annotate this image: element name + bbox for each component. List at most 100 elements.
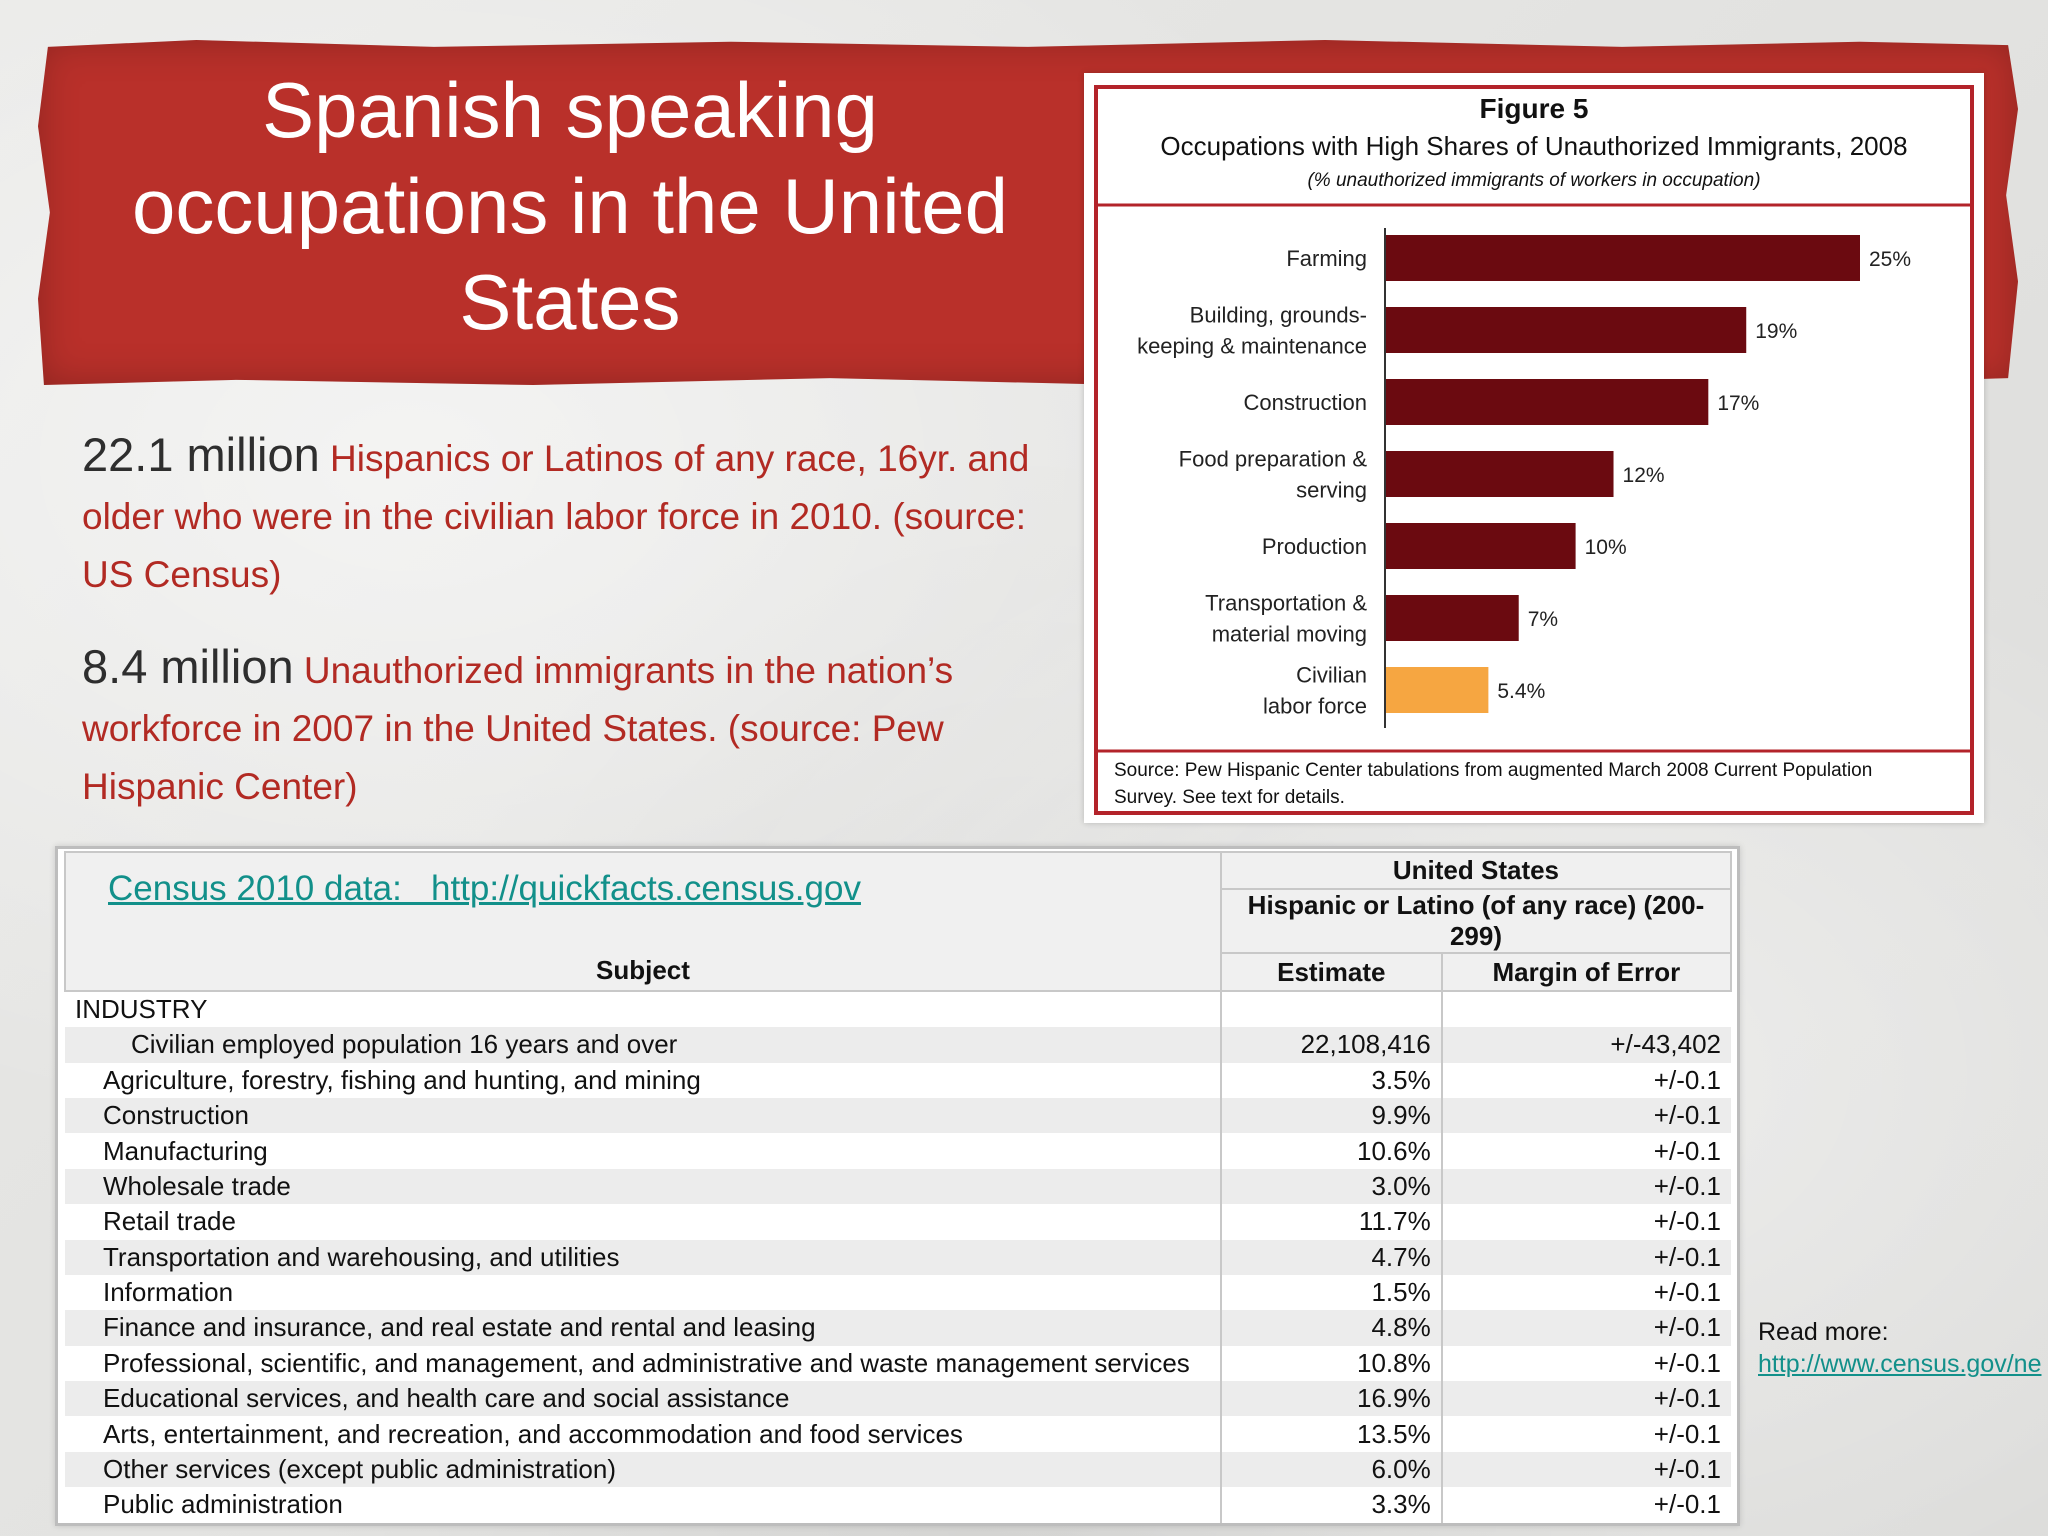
row-subject: Finance and insurance, and real estate a… xyxy=(65,1310,1221,1346)
category-label: Civilian xyxy=(1296,663,1367,688)
stat-value: 22.1 million xyxy=(82,428,320,481)
header-hispanic-group: Hispanic or Latino (of any race) (200-29… xyxy=(1219,888,1733,955)
row-subject: Wholesale trade xyxy=(65,1168,1221,1205)
row-subject: Other services (except public administra… xyxy=(65,1451,1221,1488)
row-subject: Civilian employed population 16 years an… xyxy=(65,1027,1221,1063)
section-label-industry: INDUSTRY xyxy=(65,990,1221,1028)
figure-label: Figure 5 xyxy=(1480,93,1589,124)
census-table-panel: Subject United States Hispanic or Latino… xyxy=(55,846,1740,1526)
row-margin-of-error: +/-43,402 xyxy=(1440,1027,1731,1063)
table-row: Educational services, and health care an… xyxy=(65,1381,1731,1417)
row-estimate: 4.7% xyxy=(1219,1239,1442,1275)
row-estimate: 10.8% xyxy=(1219,1345,1442,1382)
bar-value-label: 12% xyxy=(1623,464,1665,487)
table-row-section: INDUSTRY xyxy=(65,990,1731,1028)
row-margin-of-error: +/-0.1 xyxy=(1440,1097,1731,1134)
figure-5-chart: Figure 5 Occupations with High Shares of… xyxy=(1084,73,1984,823)
bar-value-label: 10% xyxy=(1585,536,1627,559)
category-label: Food preparation & xyxy=(1179,447,1368,472)
slide-title: Spanish speaking occupations in the Unit… xyxy=(132,66,1008,346)
bar-value-label: 17% xyxy=(1717,392,1759,415)
column-header-subject: Subject xyxy=(596,954,690,985)
row-margin-of-error: +/-0.1 xyxy=(1440,1451,1731,1488)
table-row: Finance and insurance, and real estate a… xyxy=(65,1310,1731,1346)
category-label: Construction xyxy=(1243,390,1367,415)
column-header-margin-of-error: Margin of Error xyxy=(1440,952,1733,992)
read-more-block: Read more: http://www.census.gov/ne xyxy=(1758,1316,2041,1380)
column-header-estimate: Estimate xyxy=(1219,952,1443,992)
figure-border xyxy=(1094,85,1974,815)
row-estimate: 3.5% xyxy=(1219,1062,1442,1098)
table-row: Retail trade 11.7% +/-0.1 xyxy=(65,1204,1731,1240)
census-quickfacts-link[interactable]: Census 2010 data: http://quickfacts.cens… xyxy=(108,869,861,908)
figure-subtitle: (% unauthorized immigrants of workers in… xyxy=(1307,170,1760,191)
bars-group: 25% Farming 19% Building, grounds-keeping &… xyxy=(1137,235,1911,719)
bar xyxy=(1386,307,1747,353)
row-estimate: 22,108,416 xyxy=(1219,1027,1442,1063)
row-estimate: 11.7% xyxy=(1219,1204,1442,1240)
row-subject: Agriculture, forestry, fishing and hunti… xyxy=(65,1062,1221,1098)
table-row: Professional, scientific, and management… xyxy=(65,1345,1731,1382)
row-subject: Professional, scientific, and management… xyxy=(65,1345,1221,1382)
bar xyxy=(1386,235,1860,281)
row-estimate: 9.9% xyxy=(1219,1097,1442,1134)
bar xyxy=(1386,379,1709,425)
census-table: Subject United States Hispanic or Latino… xyxy=(64,850,1733,1523)
row-subject: Arts, entertainment, and recreation, and… xyxy=(65,1416,1221,1452)
bar xyxy=(1386,451,1614,497)
row-margin-of-error: +/-0.1 xyxy=(1440,1168,1731,1205)
row-margin-of-error: +/-0.1 xyxy=(1440,1416,1731,1452)
table-row: Transportation and warehousing, and util… xyxy=(65,1239,1731,1275)
row-subject: Public administration xyxy=(65,1487,1221,1523)
row-margin-of-error: +/-0.1 xyxy=(1440,1204,1731,1240)
table-row: Construction 9.9% +/-0.1 xyxy=(65,1097,1731,1134)
row-margin-of-error: +/-0.1 xyxy=(1440,1310,1731,1346)
row-estimate: 13.5% xyxy=(1219,1416,1442,1452)
table-row: Agriculture, forestry, fishing and hunti… xyxy=(65,1062,1731,1098)
row-subject: Manufacturing xyxy=(65,1133,1221,1169)
figure-source-line-2: Survey. See text for details. xyxy=(1114,787,1345,808)
read-more-label: Read more: xyxy=(1758,1318,1889,1346)
table-row: Manufacturing 10.6% +/-0.1 xyxy=(65,1133,1731,1169)
category-label: keeping & maintenance xyxy=(1137,334,1367,359)
row-margin-of-error: +/-0.1 xyxy=(1440,1345,1731,1382)
stat-unauthorized-immigrants: 8.4 million Unauthorized immigrants in t… xyxy=(82,638,1082,816)
row-subject: Construction xyxy=(65,1097,1221,1134)
row-subject: Information xyxy=(65,1274,1221,1311)
census-table-body: INDUSTRY Civilian employed population 16… xyxy=(65,990,1731,1523)
row-margin-of-error: +/-0.1 xyxy=(1440,1239,1731,1275)
header-united-states: United States xyxy=(1219,850,1733,891)
row-margin-of-error: +/-0.1 xyxy=(1440,1062,1731,1098)
category-label: labor force xyxy=(1263,694,1367,719)
category-label: Production xyxy=(1262,534,1367,559)
bar-value-label: 7% xyxy=(1528,608,1558,631)
figure-svg: Figure 5 Occupations with High Shares of… xyxy=(1094,85,1974,815)
row-estimate: 1.5% xyxy=(1219,1274,1442,1311)
category-label: serving xyxy=(1296,478,1367,503)
read-more-link[interactable]: http://www.census.gov/ne xyxy=(1758,1350,2042,1378)
empty-cell xyxy=(1440,990,1731,1028)
row-subject: Educational services, and health care an… xyxy=(65,1381,1221,1417)
stat-text: Hispanics or Latinos of any race, 16yr. … xyxy=(82,438,1030,595)
empty-cell xyxy=(1219,990,1442,1028)
row-margin-of-error: +/-0.1 xyxy=(1440,1274,1731,1311)
bar-value-label: 25% xyxy=(1869,248,1911,271)
table-row: Wholesale trade 3.0% +/-0.1 xyxy=(65,1168,1731,1205)
row-estimate: 16.9% xyxy=(1219,1381,1442,1417)
stat-hispanic-labor-force: 22.1 million Hispanics or Latinos of any… xyxy=(82,426,1082,604)
bar xyxy=(1386,523,1576,569)
table-row: Information 1.5% +/-0.1 xyxy=(65,1274,1731,1311)
row-estimate: 3.3% xyxy=(1219,1487,1442,1523)
table-row: Other services (except public administra… xyxy=(65,1451,1731,1488)
subject-header-cell: Subject xyxy=(64,851,1222,992)
row-estimate: 3.0% xyxy=(1219,1168,1442,1205)
table-row: Civilian employed population 16 years an… xyxy=(65,1027,1731,1063)
row-margin-of-error: +/-0.1 xyxy=(1440,1381,1731,1417)
category-label: material moving xyxy=(1212,622,1367,647)
category-label: Transportation & xyxy=(1205,591,1367,616)
row-subject: Transportation and warehousing, and util… xyxy=(65,1239,1221,1275)
bar xyxy=(1386,667,1489,713)
bar-value-label: 5.4% xyxy=(1497,680,1545,703)
bar-value-label: 19% xyxy=(1755,320,1797,343)
row-margin-of-error: +/-0.1 xyxy=(1440,1133,1731,1169)
